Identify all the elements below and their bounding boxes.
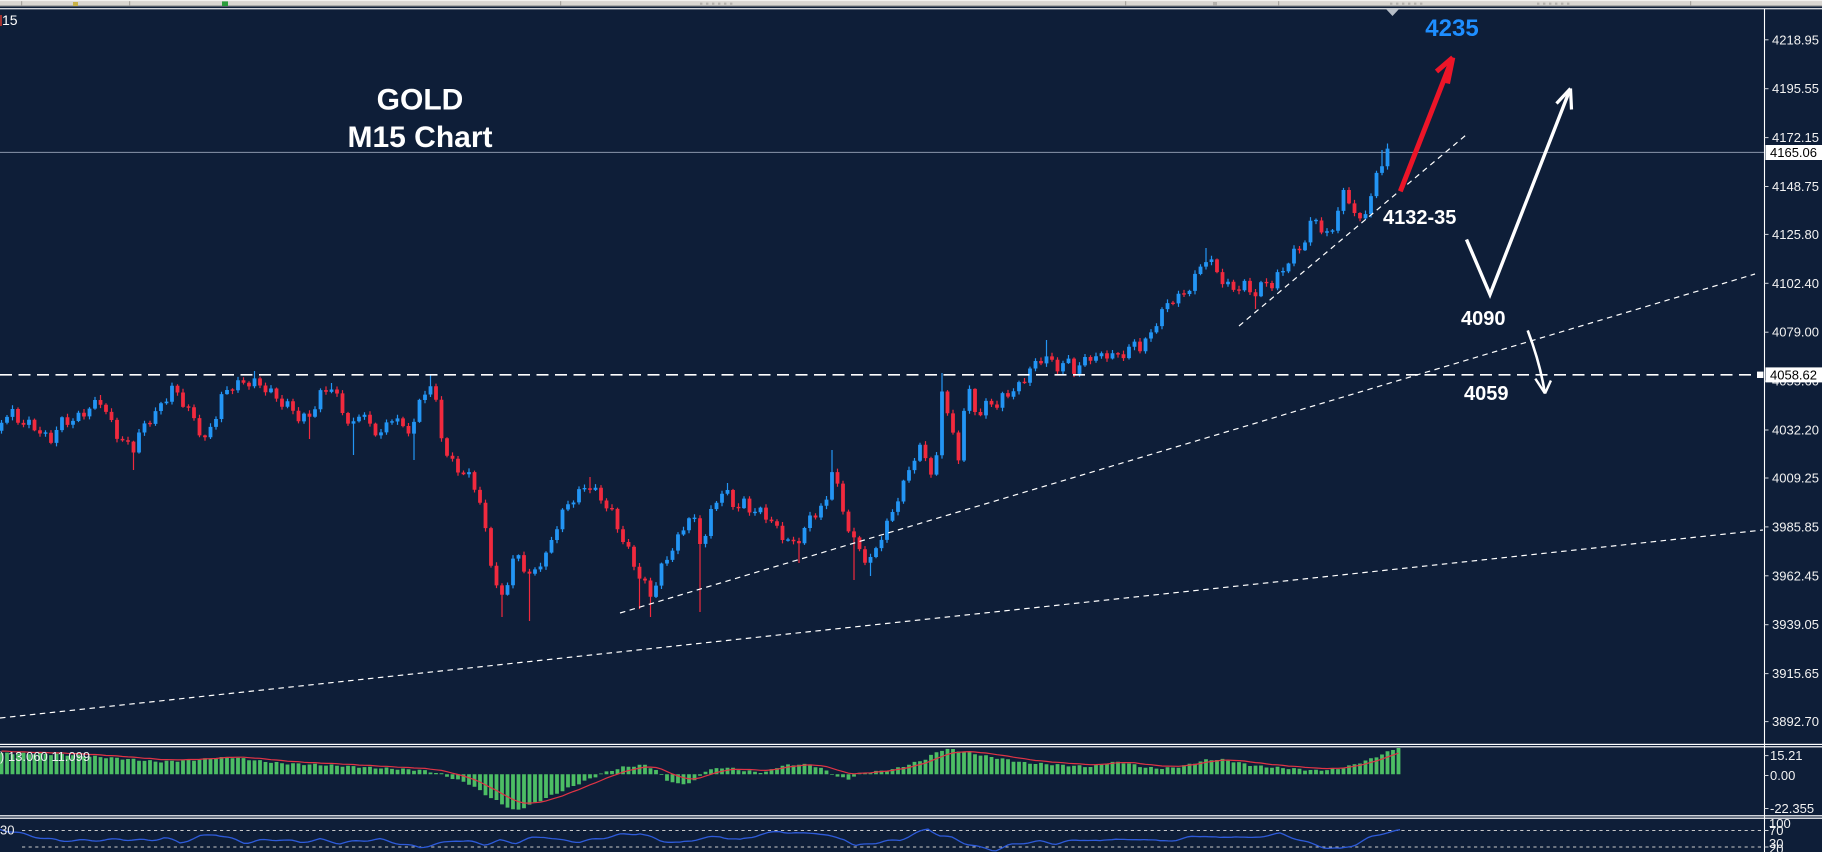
svg-text:3939.05: 3939.05 [1772, 617, 1819, 632]
svg-text:4165.06: 4165.06 [1770, 145, 1817, 160]
svg-text:4195.55: 4195.55 [1772, 81, 1819, 96]
svg-text:30: 30 [0, 823, 14, 838]
svg-text:4235: 4235 [1425, 15, 1478, 42]
svg-text:3985.85: 3985.85 [1772, 519, 1819, 534]
svg-text:4090: 4090 [1461, 308, 1506, 330]
svg-text:15.21: 15.21 [1770, 748, 1803, 763]
svg-text:) 13.060 11.099: ) 13.060 11.099 [0, 749, 90, 764]
svg-text:-22.355: -22.355 [1770, 801, 1814, 816]
svg-text:M15 Chart: M15 Chart [347, 121, 492, 154]
svg-text:100: 100 [1769, 816, 1791, 831]
svg-text:4172.15: 4172.15 [1772, 130, 1819, 145]
svg-text:3915.65: 3915.65 [1772, 666, 1819, 681]
svg-text:4058.62: 4058.62 [1770, 367, 1817, 382]
svg-text:0.00: 0.00 [1770, 768, 1795, 783]
svg-text:4032.20: 4032.20 [1772, 423, 1819, 438]
svg-text:70: 70 [1769, 823, 1783, 838]
svg-text:GOLD: GOLD [377, 84, 464, 117]
svg-text:3892.70: 3892.70 [1772, 714, 1819, 729]
svg-text:4148.75: 4148.75 [1772, 179, 1819, 194]
svg-text:4125.80: 4125.80 [1772, 227, 1819, 242]
svg-text:20: 20 [1769, 841, 1783, 852]
svg-text:3962.45: 3962.45 [1772, 568, 1819, 583]
svg-text:4102.40: 4102.40 [1772, 276, 1819, 291]
svg-text:15: 15 [2, 12, 18, 28]
svg-text:4218.95: 4218.95 [1772, 32, 1819, 47]
svg-text:4059: 4059 [1464, 383, 1509, 405]
svg-text:4079.00: 4079.00 [1772, 325, 1819, 340]
svg-text:4132-35: 4132-35 [1383, 207, 1456, 229]
svg-text:30: 30 [1769, 836, 1783, 851]
svg-text:4009.25: 4009.25 [1772, 471, 1819, 486]
